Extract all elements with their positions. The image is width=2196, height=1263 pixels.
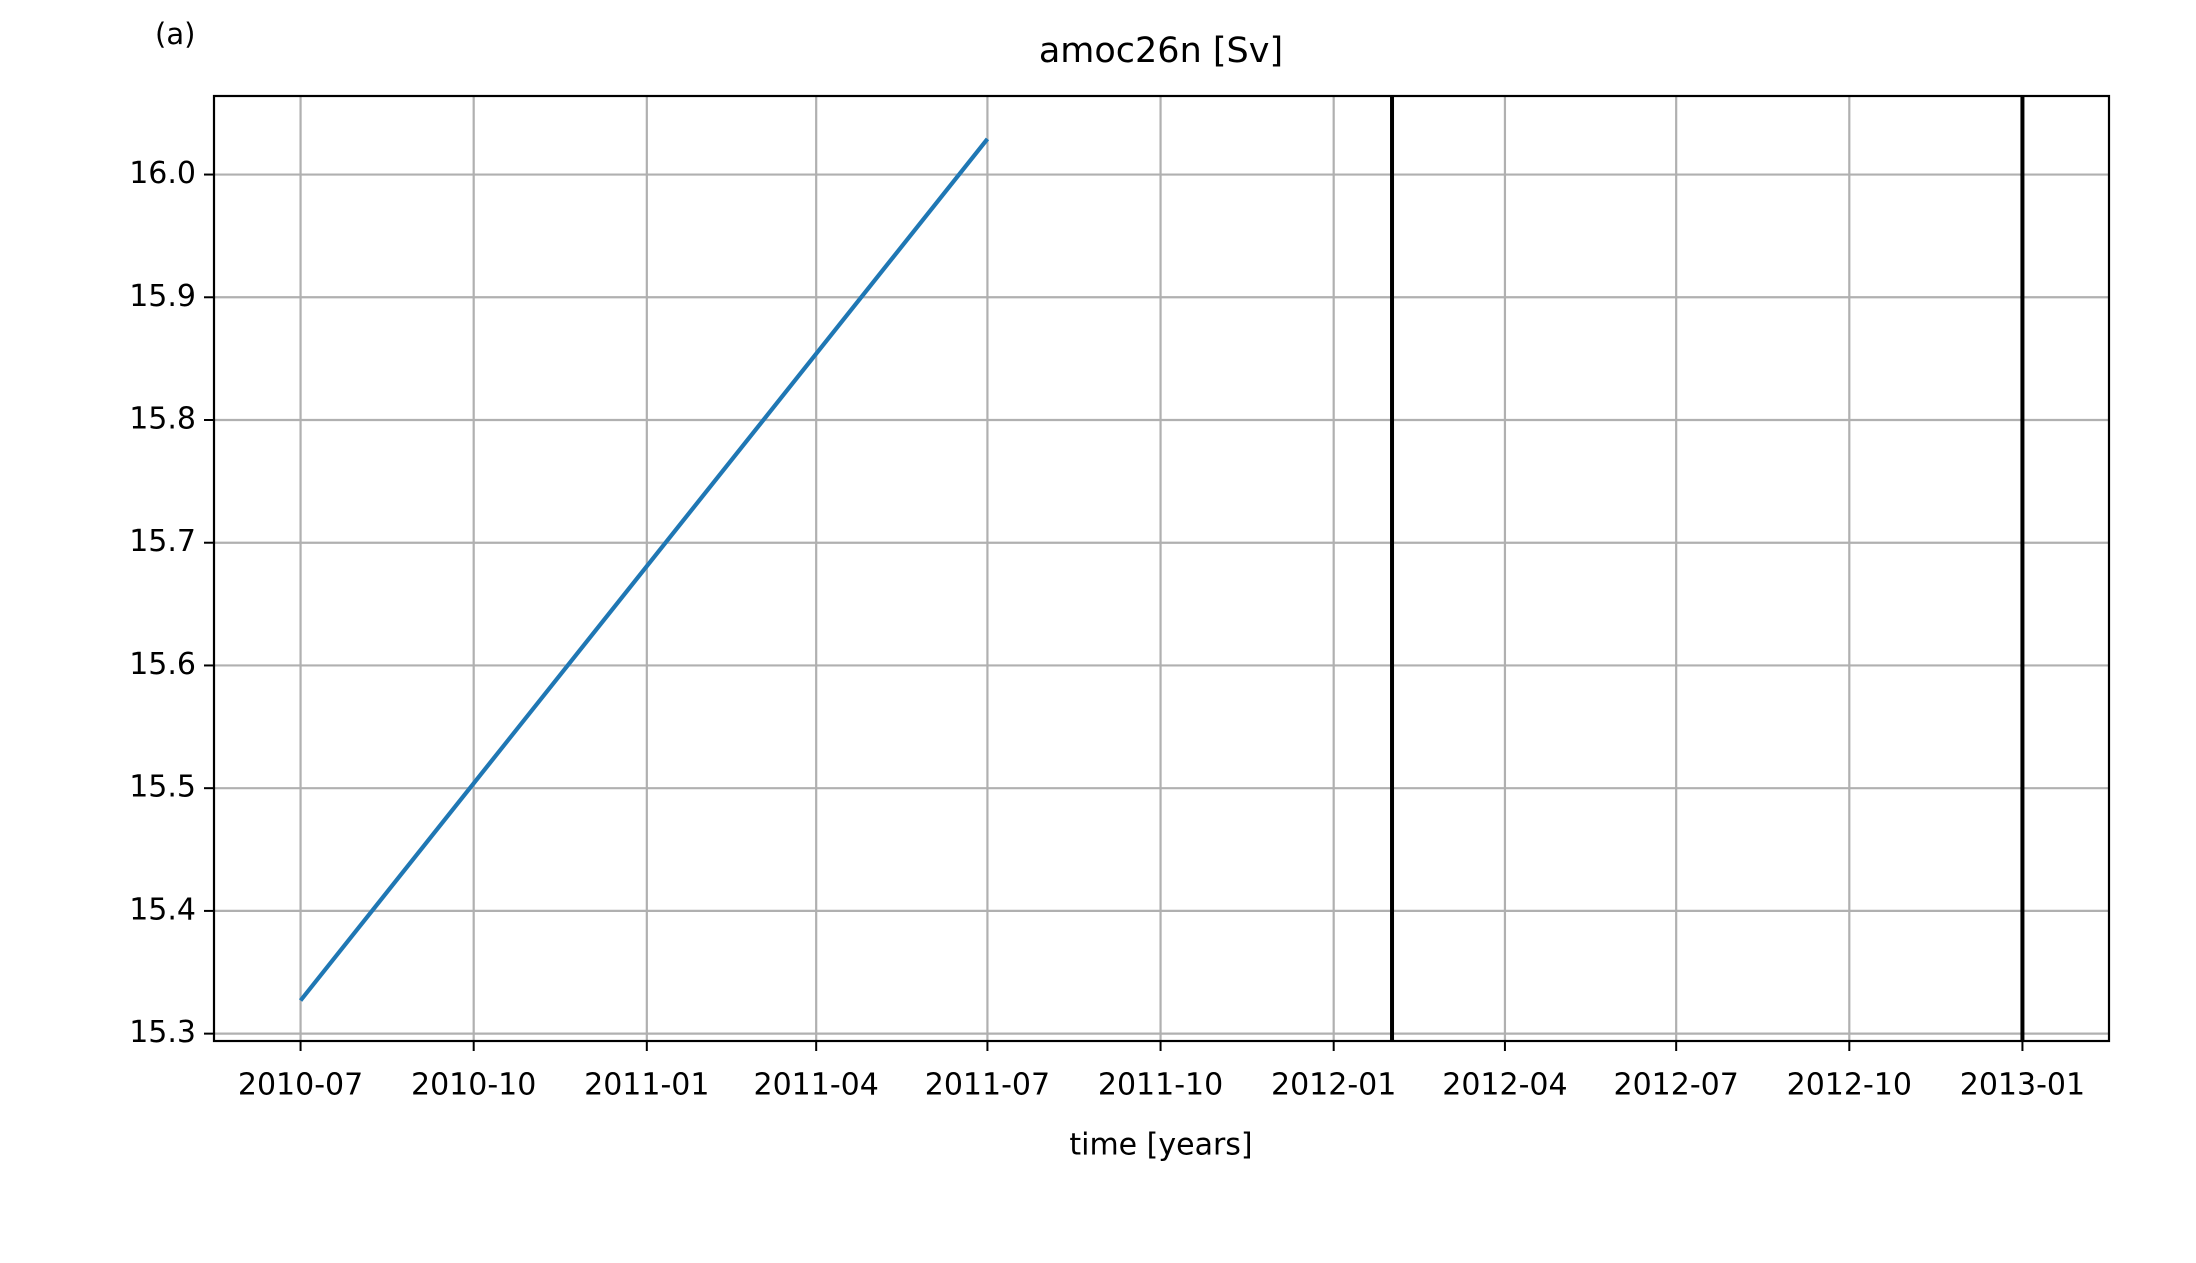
x-tick-label: 2012-07 [1614,1068,1739,1103]
y-tick-label: 15.4 [129,892,196,927]
x-tick-label: 2010-10 [411,1068,536,1103]
x-tick-label: 2011-04 [754,1068,879,1103]
x-tick-label: 2010-07 [238,1068,363,1103]
y-tick-label: 15.6 [129,647,196,682]
y-tick-label: 15.3 [129,1015,196,1050]
x-axis-label: time [years] [1069,1128,1252,1163]
plot-frame [212,94,2111,1043]
x-tick-label: 2012-10 [1787,1068,1912,1103]
y-tick-label: 16.0 [129,156,196,191]
x-tick-label: 2012-04 [1442,1068,1567,1103]
y-tick-label: 15.8 [129,402,196,437]
y-tick-label: 15.7 [129,524,196,559]
panel-label: (a) [155,17,195,51]
chart-title: amoc26n [Sv] [1039,31,1283,71]
x-tick-label: 2013-01 [1960,1068,2085,1103]
data-line [298,137,990,1002]
x-tick-label: 2011-10 [1098,1068,1223,1103]
y-tick-label: 15.5 [129,770,196,805]
x-tick-label: 2011-07 [925,1068,1050,1103]
y-tick-label: 15.9 [129,279,196,314]
x-tick-label: 2011-01 [584,1068,709,1103]
x-tick-label: 2012-01 [1271,1068,1396,1103]
